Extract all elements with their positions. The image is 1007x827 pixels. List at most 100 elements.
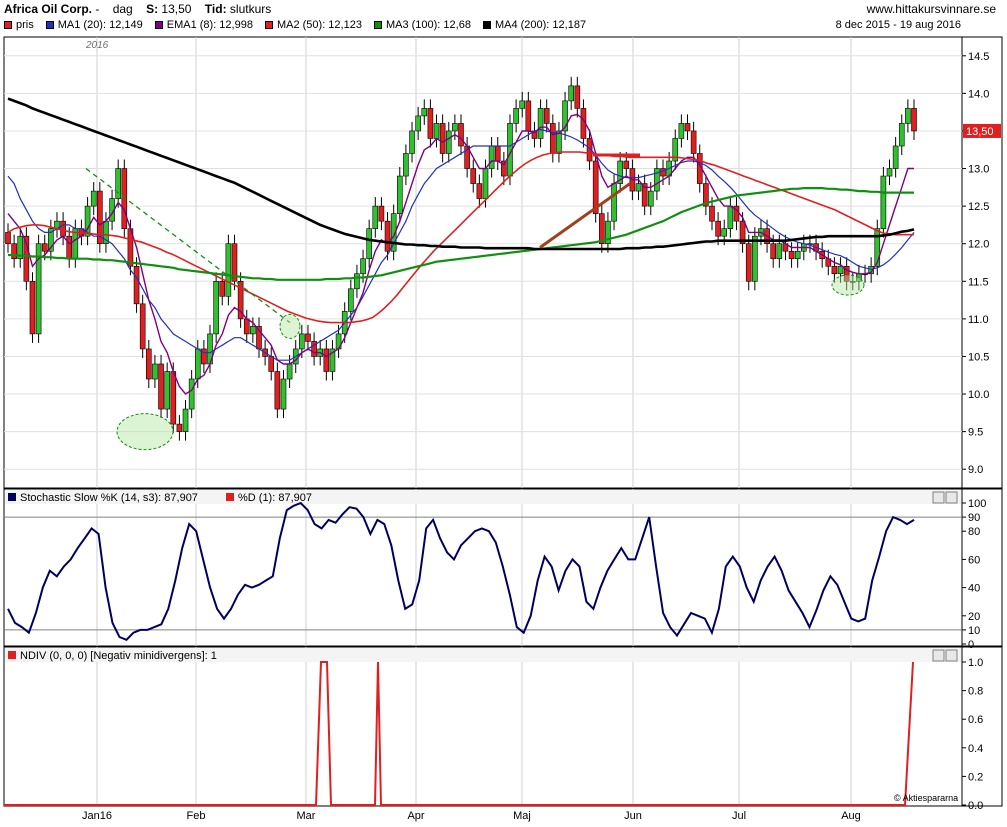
stoch-k-swatch	[8, 493, 16, 501]
candle-body	[586, 138, 593, 162]
website-label[interactable]: www.hittakursvinnare.se	[866, 2, 996, 16]
stoch-tick-label: 60	[968, 554, 980, 566]
candle-body	[439, 123, 446, 154]
price-tag	[963, 123, 1001, 138]
candle-body	[213, 280, 219, 335]
ndiv-tick-label: 0.4	[968, 743, 983, 755]
candle-body	[813, 243, 819, 252]
candle-body	[60, 220, 66, 237]
candle-body	[862, 273, 868, 276]
candle-body	[758, 228, 764, 237]
candle-body	[727, 205, 734, 229]
candle-body	[452, 123, 458, 132]
x-tick-label: Aug	[841, 810, 861, 822]
highlight-ellipse	[116, 413, 174, 451]
credit-label: © Aktiespararna	[894, 793, 958, 803]
ma-line	[8, 187, 914, 281]
header-separator: -	[95, 2, 100, 16]
candle-body	[605, 220, 611, 245]
candle-body	[274, 371, 281, 410]
candle-body	[641, 183, 648, 207]
candle-body	[317, 348, 324, 357]
ndiv-line	[4, 661, 914, 806]
candle-body	[703, 183, 709, 207]
price-tick-label: 14.0	[968, 88, 989, 100]
price-tick-label: 10.0	[968, 389, 989, 401]
ndiv-title-bar	[5, 648, 961, 662]
candle-body	[145, 348, 152, 380]
candle-body	[672, 138, 679, 162]
candle-body	[194, 348, 201, 380]
candle-body	[617, 160, 623, 184]
candle-body	[115, 168, 121, 199]
ndiv-tick-label: 1.0	[968, 657, 983, 669]
zoom-icon	[932, 491, 945, 504]
candle-body	[905, 108, 911, 124]
candle-body	[470, 168, 477, 184]
ma-line	[7, 113, 914, 395]
candle-body	[611, 183, 617, 222]
candle-body	[250, 326, 256, 335]
period-label: 8 dec 2015 - 19 aug 2016	[835, 19, 961, 31]
stoch-tick-label: 100	[968, 498, 986, 510]
candle-body	[5, 232, 11, 245]
ndiv-tick-label: 0.2	[968, 771, 983, 783]
highlight-ellipse	[831, 274, 865, 296]
candle-body	[464, 145, 470, 169]
candle-body	[788, 250, 795, 260]
legend-item: EMA1 (8): 12,998	[154, 19, 253, 31]
stoch-tick-label: 20	[968, 611, 980, 623]
candle-body	[78, 228, 85, 237]
legend-swatch	[45, 21, 54, 30]
candle-body	[41, 243, 48, 252]
legend-swatch	[154, 21, 163, 30]
candle-body	[427, 108, 434, 139]
price-tick-label: 13.5	[968, 126, 989, 138]
candle-body	[384, 220, 391, 252]
candle-body	[801, 243, 807, 252]
legend-item: pris	[4, 19, 34, 31]
legend-swatch	[264, 21, 273, 30]
candle-body	[237, 280, 244, 320]
candle-body	[752, 235, 758, 282]
candle-body	[415, 115, 421, 132]
candle-body	[176, 423, 183, 432]
candle-body	[886, 168, 893, 177]
candle-body	[501, 160, 507, 177]
panel-frame-1	[3, 36, 1003, 489]
candle-body	[482, 168, 489, 199]
price-tick-label: 11.5	[968, 276, 989, 288]
price-tick-label: 9.0	[968, 464, 983, 476]
candle-body	[458, 123, 464, 147]
x-tick-label: Mar	[297, 810, 316, 822]
candle-body	[262, 348, 268, 357]
candle-body	[782, 243, 789, 252]
candle-body	[874, 228, 881, 267]
candle-body	[311, 341, 317, 357]
candle-body	[164, 371, 170, 410]
candle-body	[243, 318, 250, 335]
settings-icon	[945, 649, 958, 662]
candle-body	[17, 235, 24, 260]
candle-body	[280, 378, 287, 410]
x-tick-label: Feb	[187, 810, 206, 822]
x-tick-label: Jun	[624, 810, 642, 822]
tid-value: slutkurs	[229, 2, 272, 16]
candle-body	[531, 130, 538, 139]
stoch-tick-label: 0	[968, 639, 974, 651]
stoch-k-line	[7, 501, 915, 641]
legend-label: EMA1 (8): 12,998	[166, 19, 253, 31]
candle-body	[868, 265, 874, 275]
candle-body	[654, 168, 660, 192]
candle-body	[709, 205, 715, 222]
candle-body	[776, 243, 783, 260]
candle-body	[390, 213, 397, 252]
candle-body	[354, 273, 360, 290]
candle-body	[819, 250, 825, 260]
panel-frame-3	[3, 646, 1003, 807]
candle-body	[666, 160, 672, 177]
legend-item: MA4 (200): 12,187	[482, 19, 586, 31]
stoch-tick-label: 90	[968, 512, 980, 524]
panel-frame-2	[3, 488, 1003, 647]
